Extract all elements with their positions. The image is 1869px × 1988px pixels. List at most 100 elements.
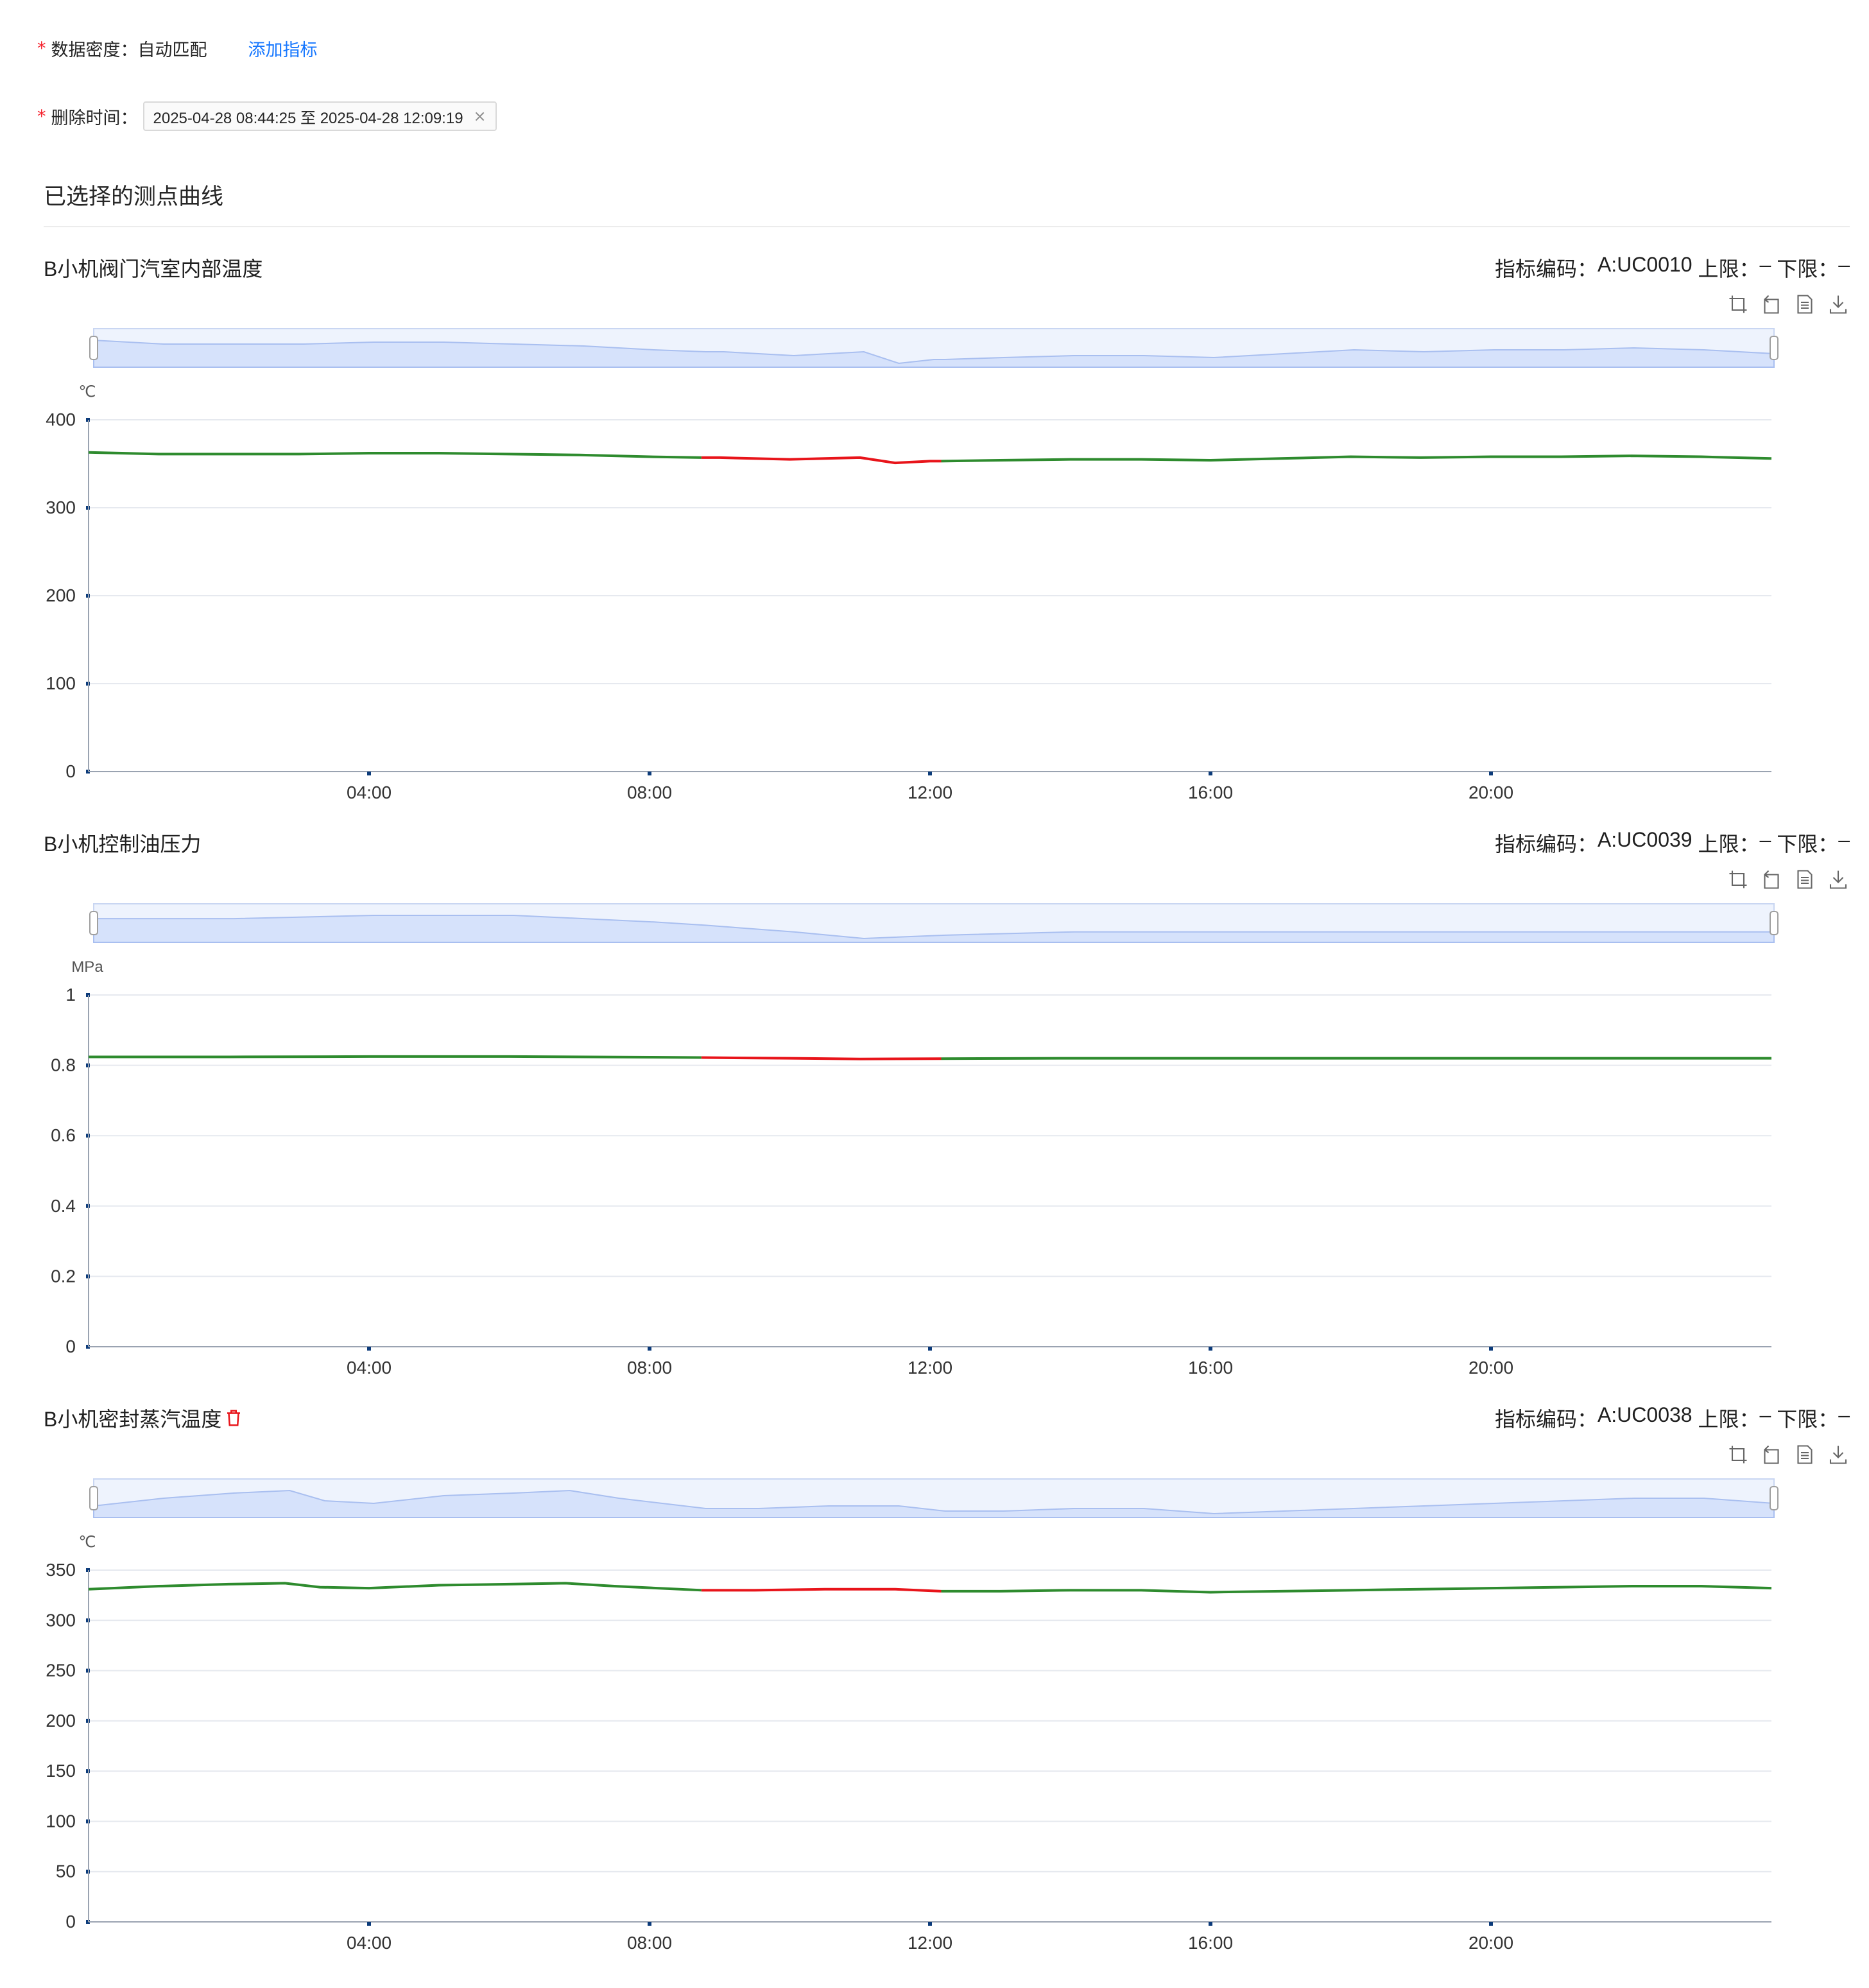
trash-icon[interactable] (224, 1407, 243, 1429)
x-tick-label: 20:00 (1469, 1358, 1513, 1378)
lower-limit-value: – (1838, 253, 1850, 276)
y-axis-unit: ℃ (79, 1534, 96, 1551)
y-tick-label: 0.8 (51, 1055, 76, 1075)
zoom-icon[interactable] (1727, 868, 1750, 891)
zoom-icon[interactable] (1727, 1443, 1750, 1466)
spacer (1771, 828, 1777, 858)
metric-meta: 指标编码： A:UC0010 上限： – 下限： – (1495, 253, 1850, 282)
required-mark: * (37, 106, 46, 126)
x-tick-mark (1209, 772, 1212, 775)
add-metric-link[interactable]: 添加指标 (248, 40, 318, 60)
datazoom-handle-right[interactable] (1770, 1486, 1779, 1510)
delete-range-text: 2025-04-28 08:44:25 至 2025-04-28 12:09:1… (153, 109, 463, 127)
y-axis-unit: ℃ (79, 383, 96, 401)
metric-code: A:UC0039 (1597, 828, 1692, 851)
data-view-icon[interactable] (1793, 868, 1816, 891)
y-tick-label: 0 (65, 1912, 76, 1932)
y-tick-label: 0 (65, 761, 76, 781)
deleted-segment-line (701, 1587, 942, 1593)
y-tick-label: 0.6 (51, 1125, 76, 1145)
y-tick-label: 350 (46, 1560, 76, 1580)
download-icon[interactable] (1827, 868, 1850, 891)
lower-limit-label: 下限： (1777, 833, 1839, 856)
y-tick-label: 300 (46, 1610, 76, 1630)
series-line (89, 1055, 702, 1059)
x-tick-label: 16:00 (1188, 1933, 1233, 1953)
y-tick-label: 0.2 (51, 1266, 76, 1286)
y-tick-label: 0.4 (51, 1196, 76, 1216)
metric-code-label: 指标编码： (1494, 257, 1598, 281)
metric-code-label: 指标编码： (1494, 1408, 1598, 1431)
datazoom-handle-right[interactable] (1770, 911, 1779, 935)
datazoom-shadow (93, 915, 1775, 943)
datazoom-handle-left[interactable] (89, 336, 98, 360)
x-tick-label: 08:00 (627, 1358, 672, 1378)
data-view-icon[interactable] (1793, 1443, 1816, 1466)
y-tick-label: 100 (46, 673, 76, 693)
line-chart: MPa 0 0.2 0.4 0.6 0.8 1 04:00 08:00 12:00 16:00 20:… (51, 903, 1779, 1378)
spacer (1771, 253, 1777, 282)
y-axis-unit: MPa (71, 958, 103, 976)
chart-title: B小机密封蒸汽温度 (44, 1403, 243, 1433)
x-tick-label: 20:00 (1469, 1933, 1513, 1953)
datazoom-handle-left[interactable] (89, 1486, 98, 1510)
metric-code: A:UC0038 (1597, 1403, 1692, 1426)
x-tick-label: 04:00 (347, 1358, 392, 1378)
data-view-icon[interactable] (1793, 293, 1816, 316)
x-tick-label: 08:00 (627, 1933, 672, 1953)
x-tick-label: 16:00 (1188, 1358, 1233, 1378)
section-title: 已选择的测点曲线 (44, 184, 224, 209)
spacer (1771, 1403, 1777, 1433)
x-tick-label: 08:00 (627, 782, 672, 802)
spacer (1692, 1403, 1698, 1433)
x-tick-label: 20:00 (1469, 782, 1513, 802)
zoom-reset-icon[interactable] (1760, 1443, 1783, 1466)
x-tick-mark (1489, 1347, 1493, 1351)
x-tick-mark (1209, 1347, 1212, 1351)
series-line (88, 451, 702, 459)
y-tick-label: 100 (46, 1811, 76, 1831)
line-chart: ℃ 0 50 100 150 200 250 300 350 04:00 08:00 12:00 16:… (46, 1478, 1779, 1953)
datazoom-handle-left[interactable] (89, 911, 98, 935)
lower-limit-value: – (1838, 828, 1850, 851)
y-tick-label: 300 (46, 497, 76, 517)
delete-time-row: * 删除时间： 2025-04-28 08:44:25 至 2025-04-28… (37, 101, 497, 131)
zoom-reset-icon[interactable] (1760, 868, 1783, 891)
datazoom-handle-right[interactable] (1770, 336, 1779, 360)
spacer (1692, 828, 1698, 858)
download-icon[interactable] (1827, 1443, 1850, 1466)
zoom-icon[interactable] (1727, 293, 1750, 316)
series-line (941, 454, 1772, 463)
upper-limit-label: 上限： (1698, 1408, 1760, 1431)
chart-title-text: B小机密封蒸汽温度 (44, 1408, 222, 1431)
datazoom-shadow (93, 1489, 1775, 1518)
x-tick-mark (367, 1347, 371, 1351)
y-tick-label: 1 (65, 985, 76, 1005)
zoom-reset-icon[interactable] (1760, 293, 1783, 316)
line-chart: ℃ 0 100 200 300 400 04:00 08:00 12:00 16:00 20:00 (46, 328, 1779, 802)
deleted-segment-line (701, 1056, 942, 1060)
series-line (941, 1585, 1772, 1594)
x-tick-mark (648, 1347, 651, 1351)
lower-limit-value: – (1838, 1403, 1850, 1426)
chart-toolbar (1727, 1443, 1850, 1466)
x-tick-label: 12:00 (908, 782, 952, 802)
y-tick-label: 0 (65, 1336, 76, 1356)
y-tick-label: 150 (46, 1761, 76, 1781)
metric-meta: 指标编码： A:UC0038 上限： – 下限： – (1495, 1403, 1850, 1433)
x-tick-mark (1489, 772, 1493, 775)
datazoom-shadow (93, 339, 1775, 368)
delete-time-label: 删除时间： (51, 108, 138, 128)
close-icon[interactable]: × (473, 107, 487, 125)
upper-limit-label: 上限： (1698, 833, 1760, 856)
download-icon[interactable] (1827, 293, 1850, 316)
section-divider (44, 226, 1850, 227)
y-tick-label: 400 (46, 410, 76, 429)
x-tick-label: 12:00 (908, 1933, 952, 1953)
density-value[interactable]: 自动匹配 (137, 40, 207, 60)
chart-title: B小机阀门汽室内部温度 (44, 253, 263, 282)
chart-title-text: B小机阀门汽室内部温度 (44, 257, 263, 281)
metric-code-label: 指标编码： (1494, 833, 1598, 856)
y-tick-label: 200 (46, 585, 76, 605)
series-line (88, 1582, 702, 1592)
